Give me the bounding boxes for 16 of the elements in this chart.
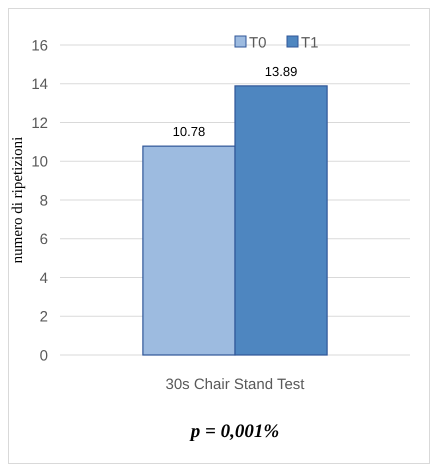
y-axis-title: numero di ripetizioni (10, 136, 26, 264)
y-tick-label: 8 (40, 192, 48, 210)
y-tick-label: 14 (31, 76, 48, 93)
data-label: 10.78 (172, 124, 206, 140)
y-tick-label: 6 (40, 231, 48, 248)
y-tick-label: 12 (31, 114, 48, 132)
y-tick-label: 4 (40, 270, 48, 287)
legend-label: T1 (301, 34, 319, 52)
data-label: 13.89 (264, 64, 298, 79)
legend-label: T0 (249, 34, 267, 52)
y-tick-label: 0 (40, 347, 48, 364)
y-tick-label: 10 (31, 154, 48, 170)
text: p = 0,001% (188, 421, 280, 442)
y-tick-label: 2 (40, 308, 48, 326)
x-tick-label: 30s Chair Stand Test (166, 376, 306, 393)
y-tick-label: 16 (31, 37, 48, 54)
